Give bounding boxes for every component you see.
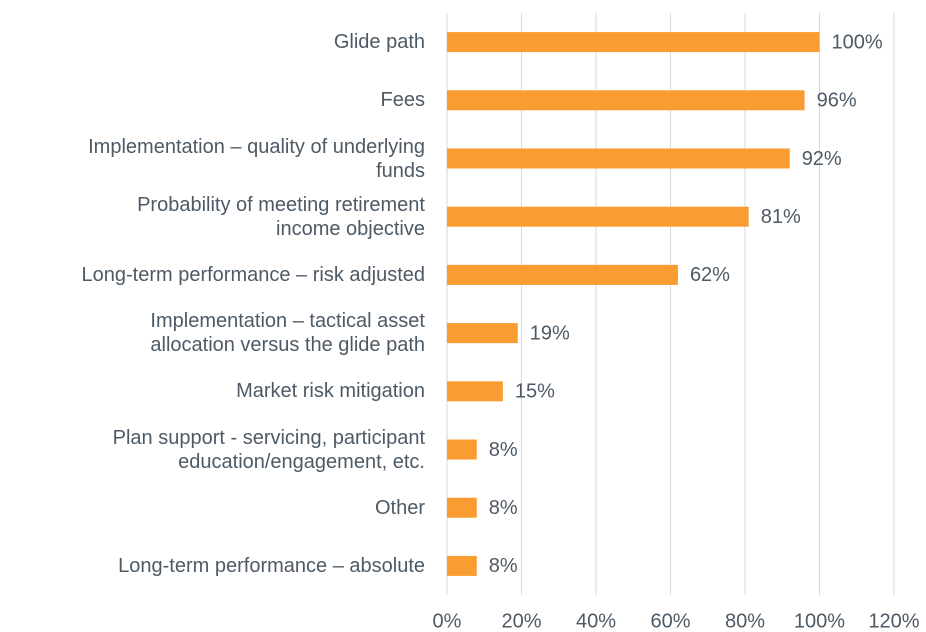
y-tick-label: Market risk mitigation: [236, 380, 425, 403]
bar: [447, 90, 805, 111]
x-tick-label: 20%: [501, 610, 541, 632]
x-tick-label: 60%: [650, 610, 690, 632]
bar: [447, 381, 503, 402]
y-tick-label: Long-term performance – risk adjusted: [81, 263, 426, 286]
value-label: 19%: [530, 322, 570, 344]
y-tick-label: Fees: [380, 89, 425, 112]
y-tick-label: Probability of meeting retirement income…: [137, 193, 425, 240]
x-tick-label: 120%: [868, 610, 919, 632]
y-tick-label: Long-term performance – absolute: [118, 554, 425, 577]
bar: [447, 439, 477, 460]
value-label: 62%: [690, 264, 730, 286]
value-label: 8%: [489, 555, 518, 577]
bar: [447, 323, 518, 344]
x-tick-label: 0%: [433, 610, 462, 632]
value-label: 8%: [489, 497, 518, 519]
value-label: 8%: [489, 439, 518, 461]
y-tick-label: Plan support - servicing, participant ed…: [112, 426, 425, 473]
x-tick-label: 80%: [725, 610, 765, 632]
value-label: 81%: [761, 206, 801, 228]
value-label: 92%: [802, 148, 842, 170]
y-tick-label: Other: [374, 496, 425, 519]
x-tick-label: 100%: [794, 610, 845, 632]
bar: [447, 497, 477, 518]
bar: [447, 148, 790, 169]
value-label: 96%: [817, 90, 857, 112]
bar: [447, 264, 678, 285]
value-label: 100%: [832, 31, 883, 53]
value-label: 15%: [515, 381, 555, 403]
bar: [447, 555, 477, 576]
y-tick-label: Implementation – tactical asset allocati…: [150, 310, 425, 357]
y-tick-label: Implementation – quality of underlying f…: [88, 135, 425, 182]
y-tick-label: Glide path: [333, 31, 425, 54]
bar: [447, 32, 820, 53]
bar: [447, 206, 749, 227]
x-tick-label: 40%: [576, 610, 616, 632]
